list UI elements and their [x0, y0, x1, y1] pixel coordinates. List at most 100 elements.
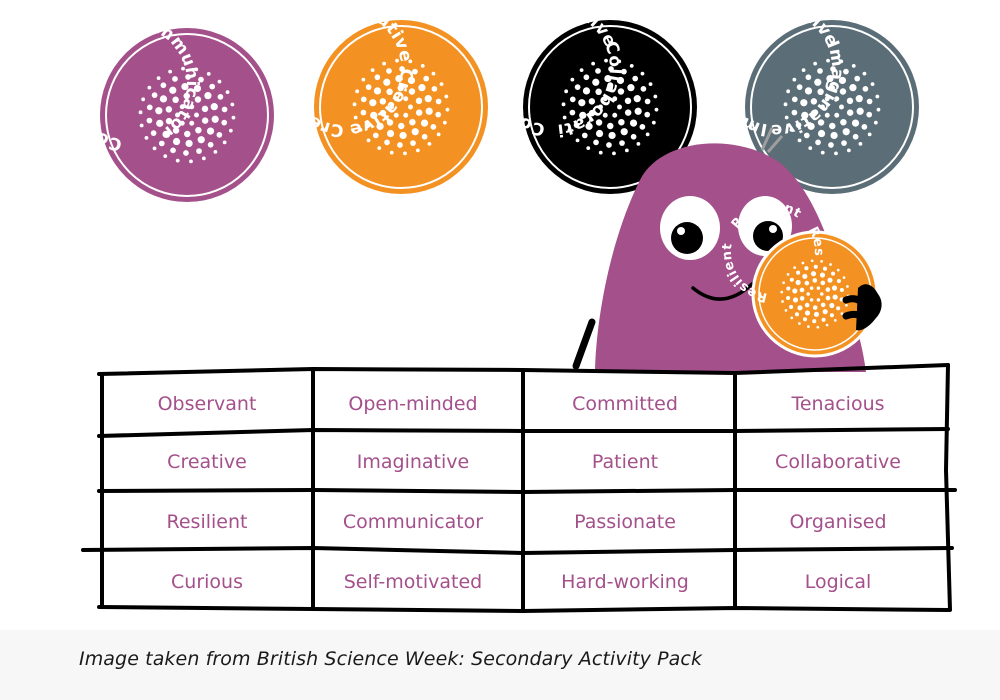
- sparkle-dot: [386, 68, 392, 74]
- sparkle-dot: [804, 302, 810, 308]
- sparkle-dot: [581, 132, 588, 139]
- sparkle-dot: [403, 96, 409, 102]
- sparkle-dot: [814, 78, 822, 86]
- sparkle-dot: [856, 107, 864, 115]
- sparkle-dot: [800, 99, 808, 107]
- sparkle-dot: [201, 156, 206, 161]
- sparkle-dot: [875, 94, 880, 99]
- table-cell: Logical: [805, 571, 872, 593]
- sparkle-dot: [196, 148, 202, 154]
- sparkle-dot: [370, 68, 375, 73]
- sparkle-dot: [195, 126, 202, 134]
- sparkle-dot: [168, 69, 173, 74]
- sparkle-dot: [839, 88, 847, 95]
- sparkle-dot: [792, 288, 798, 294]
- sparkle-dot: [598, 104, 603, 110]
- sparkle-dot: [792, 77, 797, 82]
- sparkle-dot: [796, 84, 803, 90]
- sparkle-dot: [807, 325, 810, 329]
- sparkle-dot: [824, 112, 830, 118]
- sparkle-dot: [782, 281, 785, 285]
- sparkle-dot: [586, 146, 591, 151]
- sparkle-dot: [185, 139, 193, 148]
- sparkle-dot: [826, 58, 830, 63]
- table-cell: Passionate: [574, 511, 676, 533]
- sparkle-dot: [617, 88, 625, 95]
- sparkle-dot: [152, 146, 157, 151]
- sparkle-dot: [431, 71, 436, 76]
- sparkle-dot: [382, 61, 387, 66]
- sparkle-dot: [825, 295, 831, 301]
- sparkle-dot: [836, 279, 841, 284]
- sparkle-dot: [795, 122, 802, 128]
- sparkle-dot: [209, 83, 216, 90]
- sparkle-dot: [816, 325, 820, 329]
- sparkle-dot: [144, 135, 149, 140]
- sparkle-dot: [194, 96, 202, 103]
- sparkle-dot: [801, 68, 806, 73]
- sparkle-dot: [183, 92, 190, 100]
- sparkle-dot: [201, 105, 209, 113]
- sparkle-dot: [398, 122, 405, 130]
- sparkle-dot: [175, 112, 180, 118]
- sparkle-dot: [806, 292, 810, 296]
- sparkle-dot: [198, 76, 204, 83]
- sparkle-dot: [612, 96, 618, 102]
- sparkle-dot: [830, 131, 838, 140]
- sparkle-dot: [620, 128, 628, 136]
- sparkle-dot: [834, 112, 840, 118]
- caption-bar: [0, 630, 1000, 700]
- table-cell: Imaginative: [357, 451, 469, 473]
- sparkle-dot: [379, 98, 387, 105]
- sparkle-dot: [172, 137, 181, 146]
- sparkle-dot: [206, 127, 215, 135]
- sparkle-dot: [816, 298, 821, 302]
- sparkle-dot: [810, 98, 818, 105]
- sparkle-dot: [421, 133, 428, 140]
- sparkle-dot: [795, 279, 801, 286]
- sparkle-dot: [360, 96, 367, 103]
- sparkle-dot: [824, 96, 830, 102]
- sparkle-dot: [206, 71, 211, 76]
- sparkle-dot: [602, 112, 608, 118]
- sparkle-dot: [654, 107, 659, 112]
- sparkle-dot: [789, 304, 794, 309]
- sparkle-dot: [155, 107, 163, 115]
- sparkle-dot: [858, 141, 863, 146]
- sparkle-dot: [786, 286, 791, 291]
- sparkle-dot: [150, 130, 157, 136]
- sparkle-dot: [181, 66, 185, 71]
- sparkle-dot: [399, 66, 405, 72]
- sparkle-dot: [353, 115, 358, 120]
- sparkle-dot: [802, 317, 808, 322]
- sparkle-dot: [194, 67, 199, 72]
- badge-creative: Creative Creative Creative Creative: [272, 0, 488, 194]
- sparkle-dot: [435, 98, 442, 105]
- sparkle-dot: [230, 102, 235, 107]
- sparkle-dot: [640, 86, 647, 92]
- sparkle-dot: [817, 68, 823, 74]
- sparkle-dot: [797, 305, 803, 311]
- sparkle-dot: [221, 106, 228, 113]
- sparkle-dot: [836, 268, 840, 272]
- sparkle-dot: [653, 94, 658, 99]
- sparkle-dot: [810, 259, 814, 263]
- sparkle-dot: [612, 151, 616, 156]
- sparkle-dot: [435, 111, 442, 118]
- image-caption: Image taken from British Science Week: S…: [79, 648, 703, 670]
- table-cell: Committed: [572, 393, 678, 415]
- sparkle-dot: [383, 78, 391, 86]
- sparkle-dot: [216, 132, 223, 138]
- sparkle-dot: [162, 130, 170, 138]
- traits-table: Observant Open-minded Committed Tenacious Cr…: [158, 393, 901, 593]
- sparkle-dot: [567, 127, 572, 132]
- sparkle-dot: [403, 112, 409, 118]
- sparkle-dot: [810, 271, 817, 277]
- sparkle-dot: [832, 294, 838, 300]
- sparkle-dot: [820, 259, 823, 263]
- sparkle-dot: [799, 296, 805, 301]
- sparkle-icon: [352, 58, 450, 156]
- sparkle-dot: [578, 99, 586, 107]
- sparkle-dot: [636, 141, 641, 146]
- sparkle-dot: [386, 119, 394, 126]
